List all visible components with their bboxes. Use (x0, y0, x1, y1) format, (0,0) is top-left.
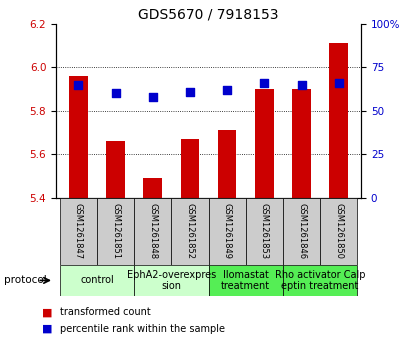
Bar (246, 198, 283, 265)
Point (224, 87, 230, 93)
Bar (283, 198, 320, 265)
Bar (134, 198, 171, 265)
Bar (283, 265, 357, 296)
Text: Ilomastat
treatment: Ilomastat treatment (221, 270, 270, 291)
Bar (134, 265, 209, 296)
Text: GSM1261853: GSM1261853 (260, 203, 269, 260)
Text: GSM1261849: GSM1261849 (222, 203, 232, 260)
Text: EphA2-overexpres
sion: EphA2-overexpres sion (127, 270, 216, 291)
Text: percentile rank within the sample: percentile rank within the sample (60, 323, 225, 334)
Bar (218, 130, 237, 198)
Bar (171, 198, 209, 265)
Bar (181, 139, 199, 198)
Point (298, 82, 305, 87)
Text: GSM1261847: GSM1261847 (74, 203, 83, 260)
Bar (330, 43, 348, 198)
Bar (255, 89, 273, 198)
Text: GSM1261852: GSM1261852 (186, 203, 195, 260)
Bar (106, 141, 125, 198)
Point (112, 90, 119, 96)
Bar (60, 198, 97, 265)
Bar (320, 198, 357, 265)
Text: GSM1261851: GSM1261851 (111, 203, 120, 260)
Text: transformed count: transformed count (60, 307, 151, 317)
Bar (292, 89, 311, 198)
Text: control: control (80, 276, 114, 285)
Text: protocol: protocol (4, 276, 47, 285)
Point (75, 82, 82, 87)
Bar (97, 198, 134, 265)
Point (149, 94, 156, 100)
Point (261, 80, 268, 86)
Text: ■: ■ (42, 323, 52, 334)
Text: Rho activator Calp
eptin treatment: Rho activator Calp eptin treatment (275, 270, 365, 291)
Bar (209, 265, 283, 296)
Bar (209, 198, 246, 265)
Text: ■: ■ (42, 307, 52, 317)
Title: GDS5670 / 7918153: GDS5670 / 7918153 (138, 7, 279, 21)
Point (335, 80, 342, 86)
Point (187, 89, 193, 94)
Text: GSM1261848: GSM1261848 (148, 203, 157, 260)
Bar (69, 76, 88, 198)
Bar (60, 265, 134, 296)
Bar (144, 178, 162, 198)
Text: GSM1261846: GSM1261846 (297, 203, 306, 260)
Text: GSM1261850: GSM1261850 (334, 203, 343, 260)
